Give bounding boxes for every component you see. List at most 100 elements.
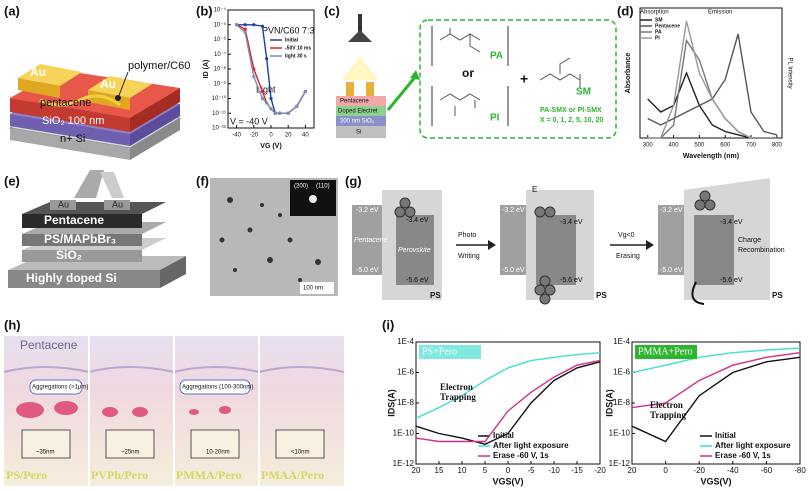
diffraction-label: (200) <box>294 184 308 190</box>
layer-label: Si <box>356 130 361 136</box>
energy-label: -3.2 eV <box>660 207 683 214</box>
panel-label: (e) <box>4 173 20 188</box>
tag-box <box>419 345 481 359</box>
molecule-label: PA <box>490 51 503 62</box>
layer-label: Pentacene <box>340 99 369 105</box>
panel-label: (g) <box>345 173 362 188</box>
energy-label: -3.2 eV <box>502 207 525 214</box>
series-line <box>631 352 801 409</box>
field-label: E <box>532 185 537 194</box>
layer-label: Doped Electret <box>338 109 378 115</box>
size-label: ~35nm <box>36 450 55 456</box>
legend-label: Erase -60 V, 1s <box>493 451 549 460</box>
y-tick-label: 1E-4 <box>397 337 414 346</box>
annotation: X = 0, 1, 2, 5, 10, 20 <box>540 117 603 124</box>
energy-label: -3.4 eV <box>560 219 583 226</box>
legend-header: Absorption <box>640 10 669 16</box>
scale-bar: 100 nm <box>303 286 323 292</box>
x-tick-label: 40 <box>302 133 309 139</box>
y-axis-label: Absorbance <box>625 53 632 94</box>
marker <box>235 23 239 27</box>
annotation: V = -40 V <box>230 116 268 126</box>
marker <box>243 23 247 27</box>
x-tick-label: -15 <box>571 466 583 475</box>
material-label: PS <box>772 291 783 300</box>
legend-label: Erase -60 V, 1s <box>715 451 771 460</box>
y-axis-label: IDS(A) <box>604 389 614 417</box>
electrode-label: Au <box>58 199 69 209</box>
panel-label: (i) <box>382 317 394 332</box>
energy-label: -5.0 eV <box>356 267 379 274</box>
connector: + <box>520 71 528 87</box>
legend-label: Initial <box>493 431 514 440</box>
label-group: ~35nm PS/Pero ~25nm PVPh/Pero 10-20nm PMMA/Pe… <box>6 450 324 482</box>
marker <box>286 111 290 115</box>
y-tick-label: 10⁻⁷ <box>214 51 226 58</box>
marker <box>243 27 247 31</box>
y-tick-label: 1E-8 <box>397 398 414 407</box>
band-diagrams <box>352 178 770 305</box>
y2-axis-label: PL Intensity <box>786 57 792 88</box>
legend-label: Initial <box>715 431 736 440</box>
au-label: Au <box>30 65 46 79</box>
series-line <box>647 71 777 139</box>
y-tick-label: 1E-6 <box>613 368 630 377</box>
x-tick-label: 800 <box>772 143 783 149</box>
y-tick-label: 1E-4 <box>613 337 630 346</box>
x-tick-label: -20 <box>693 466 705 475</box>
energy-label: -5.6 eV <box>720 277 743 284</box>
sample-label: PMAA/Pero <box>261 468 324 482</box>
process-label: Photo <box>458 232 476 239</box>
material-label: Pentacene <box>354 237 388 244</box>
energy-label: -3.4 eV <box>406 217 429 224</box>
marker <box>252 75 256 79</box>
size-label: ~25nm <box>121 450 140 456</box>
x-tick-label: 600 <box>720 143 731 149</box>
y-tick-label: 1E-6 <box>397 368 414 377</box>
sample-label: PVPh/Pero <box>91 468 148 482</box>
x-tick-label: -40 <box>232 133 241 139</box>
marker <box>265 57 269 61</box>
legend-header: Emission <box>708 10 732 16</box>
x-axis-label: VG (V) <box>260 143 281 150</box>
annotation: PA-SMX or PI-SMX <box>540 107 602 114</box>
device-a <box>8 64 182 160</box>
layer-label: Pentacene <box>20 338 78 352</box>
series-line <box>415 359 601 443</box>
connector: or <box>462 66 474 80</box>
legend-label: After light exposure <box>493 441 569 450</box>
y-tick-label: 1E-12 <box>393 459 415 468</box>
annotation: Light <box>256 84 276 94</box>
marker <box>303 89 307 94</box>
x-axis-label: VGS(V) <box>492 476 523 486</box>
annotation: Electron <box>440 382 473 392</box>
material-label: PS <box>596 291 607 300</box>
process-label: Erasing <box>616 253 640 260</box>
panel-label: (c) <box>324 3 340 18</box>
device-c <box>336 14 617 139</box>
annotation: Trapping <box>440 392 476 402</box>
energy-label: -5.0 eV <box>502 267 525 274</box>
layer-label: pentacene <box>40 97 91 109</box>
tag-box <box>635 345 697 359</box>
legend-label: PI <box>655 35 660 41</box>
marker <box>295 104 299 108</box>
series-line <box>631 356 801 443</box>
sample-label: PS/Pero <box>6 468 47 482</box>
y-tick-label: 10⁻⁴ <box>214 7 227 14</box>
size-label: 10-20nm <box>206 450 230 456</box>
size-label: <10nm <box>291 450 310 456</box>
energy-label: -5.0 eV <box>660 267 683 274</box>
sample-label: PMMA/Pero <box>176 468 242 482</box>
marker <box>260 24 264 28</box>
x-axis-label: VGS(V) <box>700 476 731 486</box>
x-tick-label: -40 <box>727 466 739 475</box>
layer-label: Pentacene <box>44 213 104 227</box>
y-tick-label: 1E-10 <box>609 429 631 438</box>
x-tick-label: -5 <box>527 466 535 475</box>
series-line <box>631 347 801 374</box>
x-tick-label: 300 <box>643 143 654 149</box>
tag-label: PMMA+Pero <box>638 346 693 357</box>
series-line <box>647 20 777 139</box>
